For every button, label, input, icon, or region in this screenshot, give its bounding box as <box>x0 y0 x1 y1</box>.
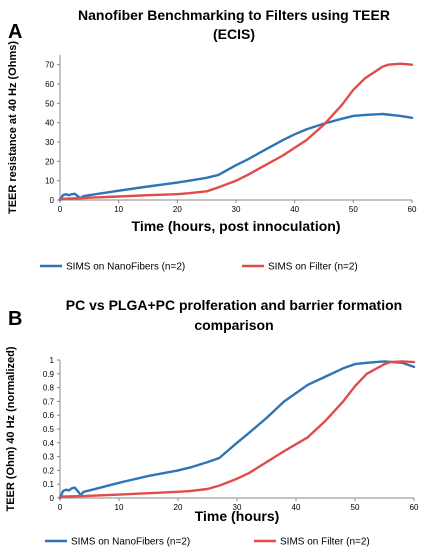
x-tick-label: 30 <box>232 205 241 214</box>
legend-label-nanofibers: SIMS on NanoFibers (n=2) <box>71 537 190 548</box>
legend-label-filter: SIMS on Filter (n=2) <box>268 262 358 273</box>
y-tick-label: 70 <box>45 61 54 70</box>
x-tick-label: 0 <box>58 503 63 512</box>
x-axis-label: Time (hours, post innoculation) <box>132 218 341 234</box>
x-tick-label: 60 <box>410 503 419 512</box>
x-tick-label: 50 <box>351 503 360 512</box>
y-axis-label: TEER resistance at 40 Hz (Ohms) <box>7 41 19 214</box>
x-tick-label: 10 <box>115 503 124 512</box>
chart-title-line: (ECIS) <box>213 26 255 42</box>
series-line-nanofibers <box>58 360 416 500</box>
x-tick-label: 0 <box>58 205 63 214</box>
y-tick-label: 0.2 <box>43 466 55 475</box>
x-axis-label: Time (hours) <box>195 508 280 524</box>
y-tick-label: 0 <box>50 196 55 205</box>
legend-label-filter: SIMS on Filter (n=2) <box>280 537 370 548</box>
y-tick-label: 30 <box>45 138 54 147</box>
series-line-nanofibers <box>58 112 414 202</box>
x-tick-label: 30 <box>233 503 242 512</box>
y-tick-label: 50 <box>45 99 54 108</box>
y-tick-label: 0 <box>50 494 55 503</box>
series-line-filter <box>58 62 414 201</box>
y-axis-label: TEER (Ohm) 40 Hz (normalized) <box>5 346 17 511</box>
panel-letter: A <box>8 21 22 43</box>
x-tick-label: 40 <box>292 503 301 512</box>
y-tick-label: 0.1 <box>43 480 55 489</box>
y-tick-label: 0.3 <box>43 453 55 462</box>
legend-label-nanofibers: SIMS on NanoFibers (n=2) <box>66 262 185 273</box>
chart-panel-a: A Nanofiber Benchmarking to Filters using… <box>7 7 417 273</box>
chart-title-line: comparison <box>194 317 273 333</box>
panel-letter: B <box>8 308 22 330</box>
x-tick-label: 40 <box>290 205 299 214</box>
y-tick-label: 0.6 <box>43 411 55 420</box>
x-tick-label: 60 <box>408 205 417 214</box>
chart-title-line: PC vs PLGA+PC prolferation and barrier f… <box>66 297 402 313</box>
y-tick-label: 10 <box>45 177 54 186</box>
y-tick-label: 60 <box>45 80 54 89</box>
chart-title-line: Nanofiber Benchmarking to Filters using … <box>78 7 390 23</box>
y-tick-label: 0.9 <box>43 370 55 379</box>
x-tick-label: 50 <box>349 205 358 214</box>
chart-panel-b: B PC vs PLGA+PC prolferation and barrier … <box>5 297 419 548</box>
y-tick-label: 0.4 <box>43 439 55 448</box>
series-line-filter <box>58 360 416 498</box>
y-tick-label: 0.5 <box>43 425 55 434</box>
y-tick-label: 40 <box>45 119 54 128</box>
x-tick-label: 20 <box>173 205 182 214</box>
y-tick-label: 20 <box>45 157 54 166</box>
y-tick-label: 0.7 <box>43 397 55 406</box>
y-tick-label: 1 <box>50 356 55 365</box>
x-tick-label: 20 <box>174 503 183 512</box>
x-tick-label: 10 <box>114 205 123 214</box>
y-tick-label: 0.8 <box>43 384 55 393</box>
